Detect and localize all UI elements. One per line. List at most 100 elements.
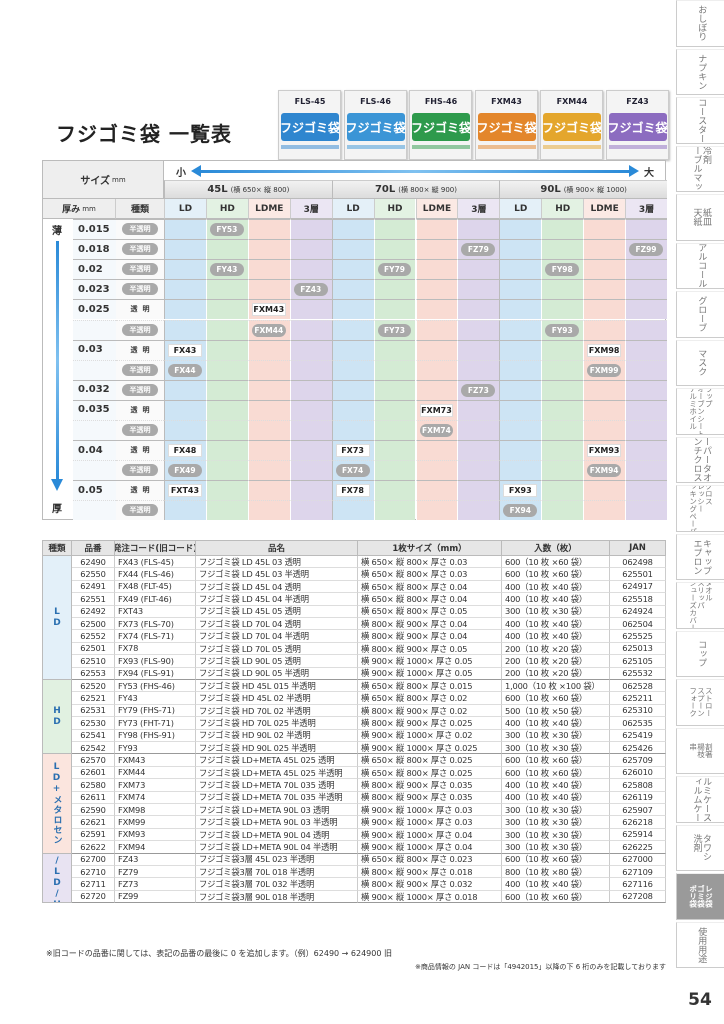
column-header: LDME xyxy=(415,199,458,219)
table-cell: 626225 xyxy=(610,841,666,854)
matrix-cell xyxy=(373,399,416,420)
table-cell: 62490 xyxy=(72,556,115,569)
nav-line: オーブンシート xyxy=(696,388,706,435)
nav-tab[interactable]: 保冷剤 テーブルマット xyxy=(676,145,724,192)
matrix-cell xyxy=(247,399,290,420)
thickness-cell xyxy=(73,359,116,380)
table-cell: 200（10 枚 ×20 袋） xyxy=(502,655,610,668)
product-code: FXM99 xyxy=(587,363,622,377)
nav-tab[interactable]: ペーパータオル ランチクロス xyxy=(676,436,724,483)
nav-label: マスク xyxy=(696,349,706,376)
nav-tab[interactable]: アルミケース フィルムケース xyxy=(676,776,724,823)
matrix-cell xyxy=(373,500,416,521)
table-cell: 62521 xyxy=(72,692,115,705)
column-header: LDME xyxy=(247,199,290,219)
size-large: 大 xyxy=(644,167,654,179)
matrix-cell xyxy=(205,319,248,340)
table-cell: FXM99 xyxy=(115,816,196,829)
matrix-cell xyxy=(373,480,416,501)
package: FXM44 フジゴミ袋 xyxy=(540,90,603,160)
product-code: FX48 xyxy=(168,444,202,458)
thickness: 0.02 xyxy=(78,263,103,275)
table-header: 入数（枚） xyxy=(502,540,610,556)
table-cell: 横 650× 縦 800× 厚さ 0.023 xyxy=(358,853,502,866)
nav-tab[interactable]: グローブ xyxy=(676,291,724,338)
table-cell: 625501 xyxy=(610,568,666,581)
kind-cell xyxy=(116,480,164,501)
table-cell: 横 800× 縦 900× 厚さ 0.035 xyxy=(358,791,502,804)
nav-tab[interactable]: ナプキン xyxy=(676,48,724,95)
matrix-cell xyxy=(331,299,374,320)
nav-tab[interactable]: 割箸 楊枝串 xyxy=(676,727,724,774)
table-cell: 62510 xyxy=(72,655,115,668)
table-cell: 横 900× 縦 1000× 厚さ 0.04 xyxy=(358,828,502,842)
table-cell: 300（10 枚 ×30 袋） xyxy=(502,729,610,742)
table-cell: 627109 xyxy=(610,866,666,879)
table-cell: FXM43 xyxy=(115,754,196,767)
matrix-cell xyxy=(373,440,416,461)
group-name: HD/LD/HD xyxy=(52,853,62,904)
nav-tab[interactable]: フクロス ブレッシー クッキングペーパー xyxy=(676,485,724,532)
nav-tab[interactable]: タワシ 洗剤 xyxy=(676,824,724,871)
matrix-cell xyxy=(331,279,374,300)
nav-tab[interactable]: ラップ オーブンシート アルミホイル xyxy=(676,388,724,435)
nav-tab[interactable]: 紙皿 天紙 xyxy=(676,194,724,241)
nav-tab[interactable]: コースター xyxy=(676,97,724,144)
matrix-cell xyxy=(457,219,500,240)
nav-label: アルコール xyxy=(696,243,706,288)
group-name: 90L xyxy=(540,184,561,195)
nav-label: アルミケース フィルムケース xyxy=(691,777,711,822)
nav-line: コースター xyxy=(696,97,707,143)
nav-tab[interactable]: アルコール xyxy=(676,242,724,289)
nav-tab[interactable]: コップ xyxy=(676,630,724,677)
kind-header: 種類 xyxy=(116,199,164,219)
group-header: 45L (横 650× 縦 800) xyxy=(164,180,332,199)
table-cell: 400（10 枚 ×40 袋） xyxy=(502,630,610,643)
table-cell: FXM93 xyxy=(115,828,196,842)
matrix-cell xyxy=(331,219,374,240)
table-cell: フジゴミ袋 LD 70L 05 透明 xyxy=(196,642,358,656)
table-cell: 625518 xyxy=(610,593,666,606)
matrix-cell xyxy=(499,219,542,240)
nav-tab[interactable]: おしぼり xyxy=(676,0,724,47)
nav-line: ナプキン xyxy=(696,53,707,90)
matrix-cell xyxy=(289,399,332,420)
kind: 半透明 xyxy=(122,323,158,336)
table-cell: 62700 xyxy=(72,853,115,866)
nav-tab[interactable]: マスク xyxy=(676,339,724,386)
table-cell: FXM44 xyxy=(115,766,196,780)
product-code: FY53 xyxy=(209,223,244,236)
thickness: 0.05 xyxy=(78,484,103,496)
table-cell: 62580 xyxy=(72,779,115,792)
table-cell: 300（10 枚 ×30 袋） xyxy=(502,828,610,842)
thickness: 0.023 xyxy=(78,283,110,295)
table-cell: 62501 xyxy=(72,642,115,656)
nav-label: キャップ エプロン xyxy=(691,539,711,575)
table-cell: 横 900× 縦 1000× 厚さ 0.04 xyxy=(358,841,502,854)
package-band: フジゴミ袋 xyxy=(346,113,405,141)
nav-tab[interactable]: レジ袋 ゴミ袋 ポリ袋 xyxy=(676,873,724,920)
product-code: FY73 xyxy=(377,323,412,337)
nav-tab[interactable]: キャップ エプロン xyxy=(676,533,724,580)
matrix-cell xyxy=(457,440,500,461)
matrix-cell xyxy=(247,440,290,461)
kind-cell xyxy=(116,339,164,360)
kind: 半透明 xyxy=(122,424,158,436)
kind: 透明 xyxy=(130,405,155,414)
nav-tab[interactable]: ストロー スプーン フォーク xyxy=(676,679,724,726)
group-name: LD+メタロセン xyxy=(51,761,62,845)
matrix-cell xyxy=(583,399,626,420)
nav-line: 割箸 xyxy=(704,743,714,759)
nav-line: 楊枝 xyxy=(696,743,706,759)
nav-tab[interactable]: タオル スリッパ シューズカバー xyxy=(676,582,724,629)
matrix-cell xyxy=(205,379,248,400)
nav-tab[interactable]: 使用用途 xyxy=(676,921,724,968)
arrow-head-down xyxy=(51,479,63,491)
table-cell: 300（10 枚 ×30 袋） xyxy=(502,816,610,829)
product-code: FXM73 xyxy=(419,403,454,417)
matrix-cell xyxy=(205,299,248,320)
matrix-cell xyxy=(289,379,332,400)
matrix-cell xyxy=(415,239,458,260)
table-cell: フジゴミ袋3層 70L 018 半透明 xyxy=(196,866,358,879)
package-band: フジゴミ袋 xyxy=(543,113,601,141)
